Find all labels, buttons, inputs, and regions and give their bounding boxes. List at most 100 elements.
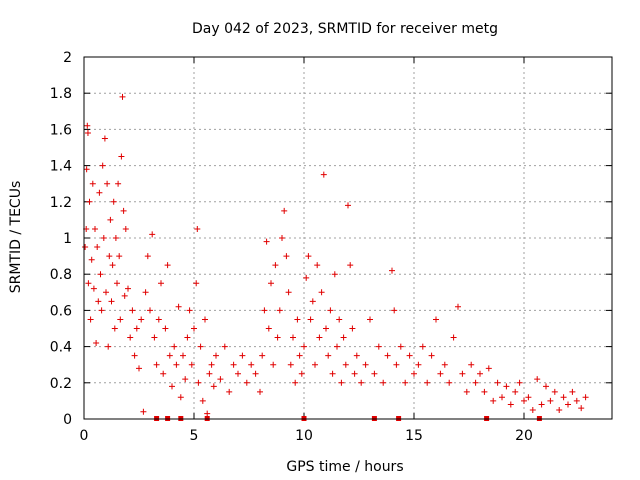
data-point xyxy=(90,285,97,292)
data-point xyxy=(342,361,349,368)
data-point xyxy=(171,343,178,350)
data-point xyxy=(499,394,505,401)
data-point xyxy=(391,307,398,314)
data-point xyxy=(140,408,147,415)
data-point xyxy=(226,388,233,395)
data-point xyxy=(325,352,332,359)
data-point xyxy=(83,166,90,173)
data-point xyxy=(104,180,111,187)
data-point xyxy=(263,238,270,245)
data-point xyxy=(119,93,126,100)
data-point xyxy=(349,325,356,332)
data-point xyxy=(95,298,102,305)
y-axis-label: SRMTID / TECUs xyxy=(8,181,24,294)
data-point xyxy=(272,262,279,269)
data-point xyxy=(318,289,325,296)
data-point xyxy=(127,334,134,341)
data-point xyxy=(117,316,124,323)
data-point xyxy=(105,343,112,350)
data-point xyxy=(281,207,288,214)
data-point xyxy=(188,361,195,368)
data-point xyxy=(96,189,103,196)
data-point xyxy=(136,365,142,372)
data-point xyxy=(309,298,316,305)
data-point xyxy=(472,379,479,386)
data-point xyxy=(312,361,318,368)
data-point xyxy=(556,406,563,413)
data-point xyxy=(305,253,312,260)
data-point xyxy=(525,394,532,401)
data-point xyxy=(114,280,120,287)
data-point xyxy=(334,343,340,350)
data-point xyxy=(415,361,422,368)
data-point xyxy=(182,376,189,383)
data-point xyxy=(406,352,413,359)
x-tick-label: 10 xyxy=(295,428,313,444)
data-point xyxy=(353,352,360,359)
data-point xyxy=(375,343,382,350)
data-point xyxy=(582,394,589,401)
data-point xyxy=(85,280,92,287)
x-tick-label: 15 xyxy=(405,428,423,444)
data-point xyxy=(204,410,211,417)
data-point xyxy=(433,316,439,323)
data-point xyxy=(569,388,576,395)
data-point xyxy=(186,307,193,314)
data-point xyxy=(298,370,305,377)
data-point xyxy=(151,334,158,341)
data-point xyxy=(521,397,527,404)
data-point xyxy=(248,361,255,368)
data-point xyxy=(397,343,404,350)
y-tick-label: 0.4 xyxy=(50,340,72,356)
data-point xyxy=(257,388,263,395)
data-point xyxy=(529,406,536,413)
y-tick-label: 0 xyxy=(63,412,72,428)
data-point xyxy=(173,361,180,368)
data-point xyxy=(307,316,314,323)
data-point xyxy=(503,383,510,390)
data-point xyxy=(419,343,426,350)
data-point xyxy=(101,135,108,142)
data-point xyxy=(547,397,554,404)
data-point xyxy=(111,325,118,332)
data-point xyxy=(82,244,89,251)
data-point xyxy=(149,231,156,238)
data-point xyxy=(543,383,549,390)
data-point xyxy=(86,198,93,205)
data-point xyxy=(279,235,285,241)
data-point xyxy=(131,352,138,359)
data-point xyxy=(129,307,136,314)
data-point xyxy=(389,267,395,274)
data-point xyxy=(437,370,444,377)
data-point xyxy=(296,352,303,359)
data-point xyxy=(294,316,301,323)
data-point xyxy=(314,262,321,269)
data-point xyxy=(121,292,128,299)
data-point xyxy=(84,130,91,137)
data-point xyxy=(243,379,250,386)
data-point xyxy=(169,383,175,390)
data-point xyxy=(265,325,272,332)
data-point xyxy=(106,253,113,260)
data-point xyxy=(116,253,123,260)
data-point xyxy=(199,397,206,404)
data-point xyxy=(112,235,119,241)
data-point xyxy=(455,303,461,310)
data-point xyxy=(384,352,391,359)
data-point xyxy=(380,379,387,386)
x-tick-label: 0 xyxy=(80,428,89,444)
data-point xyxy=(164,262,171,269)
y-tick-label: 0.8 xyxy=(50,267,72,283)
data-point xyxy=(270,361,277,368)
data-point xyxy=(122,225,129,232)
data-point xyxy=(208,361,215,368)
data-point xyxy=(194,225,201,232)
data-point xyxy=(153,361,160,368)
data-point xyxy=(331,271,338,278)
data-point xyxy=(210,383,217,390)
data-point xyxy=(276,307,283,314)
data-point xyxy=(162,325,169,332)
data-point xyxy=(197,343,204,350)
data-point xyxy=(155,316,162,323)
data-point xyxy=(191,325,197,332)
